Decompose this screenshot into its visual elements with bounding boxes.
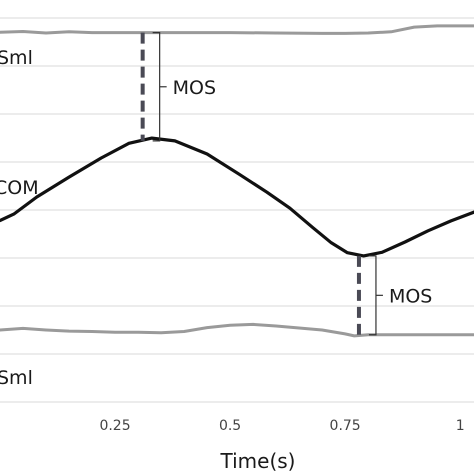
x-axis-ticks: 0.25 0.5 0.75 1 — [99, 418, 464, 434]
x-tick-label: 0.5 — [219, 418, 241, 434]
x-tick-label: 0.75 — [330, 418, 361, 434]
labels: Sml COM Sml — [0, 47, 39, 389]
mos-label: MOS — [173, 77, 216, 99]
series-layer — [0, 24, 474, 338]
series-label-sml: Sml — [0, 47, 33, 69]
series-line-com-1 — [0, 136, 474, 258]
annotations: MOS MOS — [140, 32, 432, 336]
series-line-sml-0 — [0, 24, 474, 35]
gridlines — [0, 17, 474, 403]
mos-bracket — [152, 32, 161, 142]
x-tick-label: 0.25 — [99, 418, 130, 434]
x-axis-title: Time(s) — [220, 449, 296, 473]
series-label-com: COM — [0, 177, 39, 199]
x-tick-label: 1 — [456, 418, 465, 434]
series-label-sml: Sml — [0, 367, 33, 389]
series-line-sml-2 — [0, 322, 474, 338]
mos-bracket — [368, 255, 377, 336]
mos-label: MOS — [389, 285, 432, 307]
